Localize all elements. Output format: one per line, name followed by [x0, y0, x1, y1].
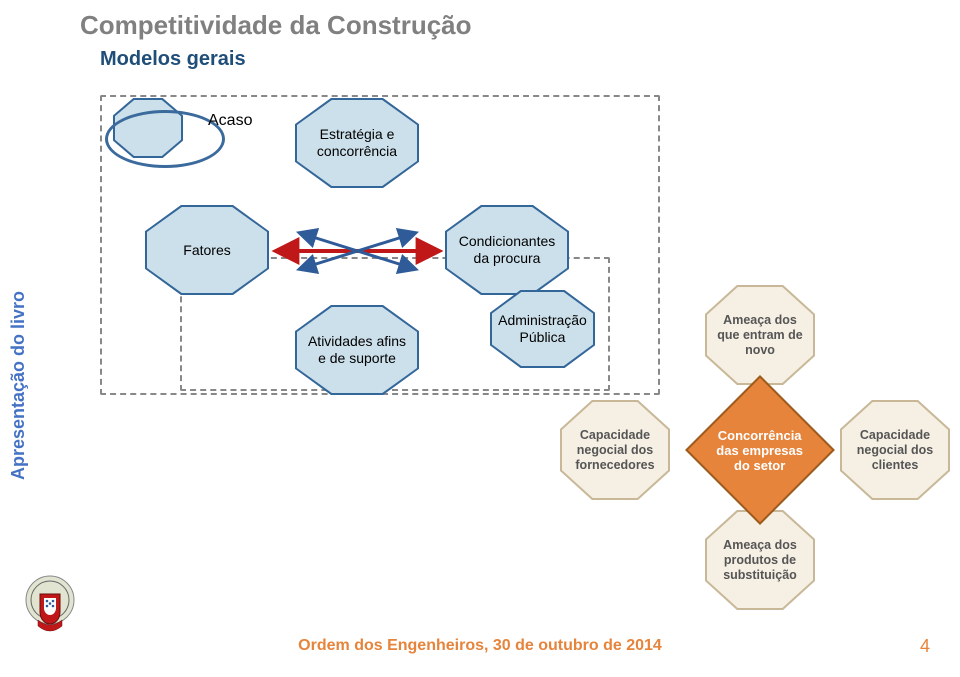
- node-support: Atividades afins e de suporte: [295, 305, 419, 395]
- node-support-label: Atividades afins e de suporte: [303, 333, 411, 367]
- footer-text: Ordem dos Engenheiros, 30 de outubro de …: [0, 637, 960, 655]
- node-strategy-label: Estratégia e concorrência: [303, 126, 411, 160]
- page-title: Competitividade da Construção: [80, 10, 472, 41]
- node-rivalry-label: Concorrência das empresas do setor: [709, 428, 811, 473]
- node-factors: Fatores: [145, 205, 269, 295]
- node-demand: Condicionantes da procura: [445, 205, 569, 295]
- acaso-ellipse: [105, 110, 225, 168]
- org-logo: [20, 570, 80, 640]
- node-suppliers-label: Capacidade negocial dos fornecedores: [568, 428, 662, 473]
- node-admin-label: Administração Pública: [498, 312, 587, 346]
- acaso-label: Acaso: [208, 112, 252, 130]
- node-buyers: Capacidade negocial dos clientes: [840, 400, 950, 500]
- node-strategy: Estratégia e concorrência: [295, 98, 419, 188]
- node-new-entrants-label: Ameaça dos que entram de novo: [713, 313, 807, 358]
- node-substitutes-label: Ameaça dos produtos de substituição: [713, 538, 807, 583]
- page-subtitle: Modelos gerais: [100, 48, 246, 71]
- cross-arrows-icon: [265, 225, 450, 277]
- node-suppliers: Capacidade negocial dos fornecedores: [560, 400, 670, 500]
- node-rivalry: Concorrência das empresas do setor: [685, 375, 835, 525]
- node-factors-label: Fatores: [183, 242, 230, 259]
- node-buyers-label: Capacidade negocial dos clientes: [848, 428, 942, 473]
- node-new-entrants: Ameaça dos que entram de novo: [705, 285, 815, 385]
- sidebar-label: Apresentação do livro: [8, 291, 29, 480]
- node-substitutes: Ameaça dos produtos de substituição: [705, 510, 815, 610]
- node-demand-label: Condicionantes da procura: [453, 233, 561, 267]
- node-admin: Administração Pública: [490, 290, 595, 368]
- page-number: 4: [920, 636, 930, 657]
